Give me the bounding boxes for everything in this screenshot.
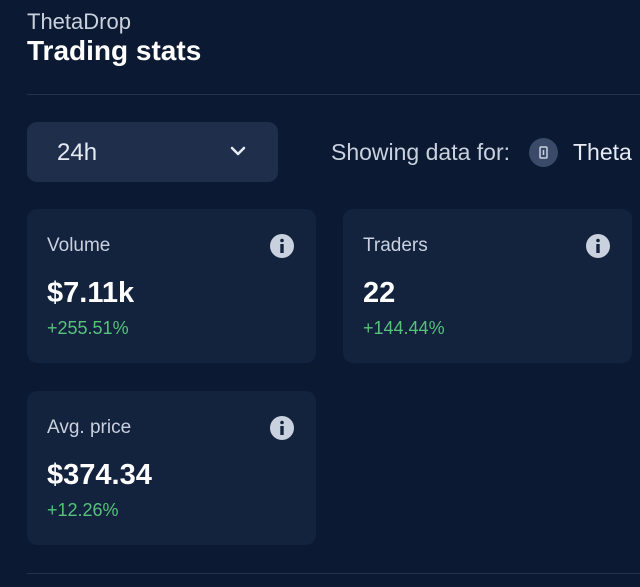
stat-card: Traders 22 +144.44% bbox=[343, 209, 632, 363]
period-dropdown[interactable]: 24h bbox=[27, 122, 278, 182]
stat-card: Avg. price $374.34 +12.26% bbox=[27, 391, 316, 545]
stat-change: +144.44% bbox=[363, 318, 445, 338]
divider bbox=[27, 94, 640, 95]
token-name[interactable]: Theta bbox=[573, 139, 632, 165]
stat-value: $7.11k bbox=[47, 277, 135, 309]
info-icon[interactable] bbox=[269, 415, 295, 441]
info-icon[interactable] bbox=[585, 233, 611, 259]
stat-change: +12.26% bbox=[47, 500, 119, 520]
stat-name: Volume bbox=[47, 235, 111, 256]
stat-value: 22 bbox=[363, 277, 396, 309]
period-label: 24h bbox=[57, 139, 98, 166]
brand: ThetaDrop bbox=[27, 9, 131, 34]
stat-card: Volume $7.11k +255.51% bbox=[27, 209, 316, 363]
page-title: Trading stats bbox=[27, 35, 202, 66]
chevron-icon bbox=[230, 146, 246, 156]
stat-name: Avg. price bbox=[47, 417, 132, 438]
divider bbox=[27, 573, 640, 574]
info-icon[interactable] bbox=[269, 233, 295, 259]
stat-name: Traders bbox=[363, 235, 428, 256]
stat-change: +255.51% bbox=[47, 318, 129, 338]
stat-value: $374.34 bbox=[47, 459, 152, 491]
token-icon bbox=[529, 138, 558, 167]
showing-label: Showing data for: bbox=[331, 139, 511, 165]
